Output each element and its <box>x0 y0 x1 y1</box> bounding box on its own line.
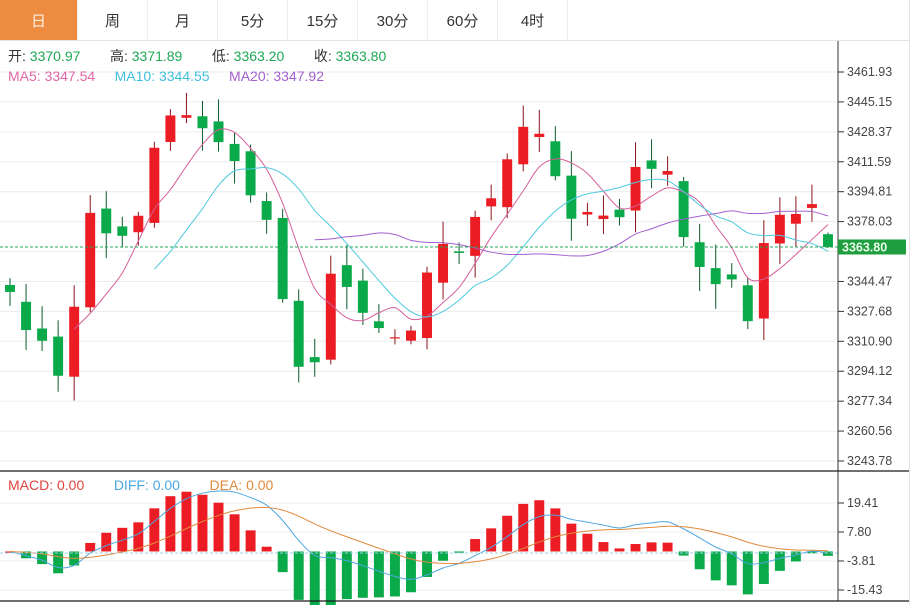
svg-text:3243.78: 3243.78 <box>847 454 892 468</box>
svg-text:3260.56: 3260.56 <box>847 424 892 438</box>
svg-text:3445.15: 3445.15 <box>847 95 892 109</box>
svg-text:-15.43: -15.43 <box>847 583 882 597</box>
svg-text:3411.59: 3411.59 <box>847 155 891 169</box>
svg-text:3394.81: 3394.81 <box>847 185 892 199</box>
svg-text:3363.80: 3363.80 <box>842 240 887 254</box>
svg-text:7.80: 7.80 <box>847 525 871 539</box>
svg-text:3327.68: 3327.68 <box>847 304 892 318</box>
svg-text:3344.47: 3344.47 <box>847 274 892 288</box>
svg-text:3277.34: 3277.34 <box>847 394 892 408</box>
svg-text:3428.37: 3428.37 <box>847 125 892 139</box>
svg-text:3310.90: 3310.90 <box>847 334 892 348</box>
svg-text:3461.93: 3461.93 <box>847 65 892 79</box>
svg-text:19.41: 19.41 <box>847 496 878 510</box>
svg-text:3294.12: 3294.12 <box>847 364 892 378</box>
svg-text:3378.03: 3378.03 <box>847 215 892 229</box>
svg-text:-3.81: -3.81 <box>847 554 876 568</box>
